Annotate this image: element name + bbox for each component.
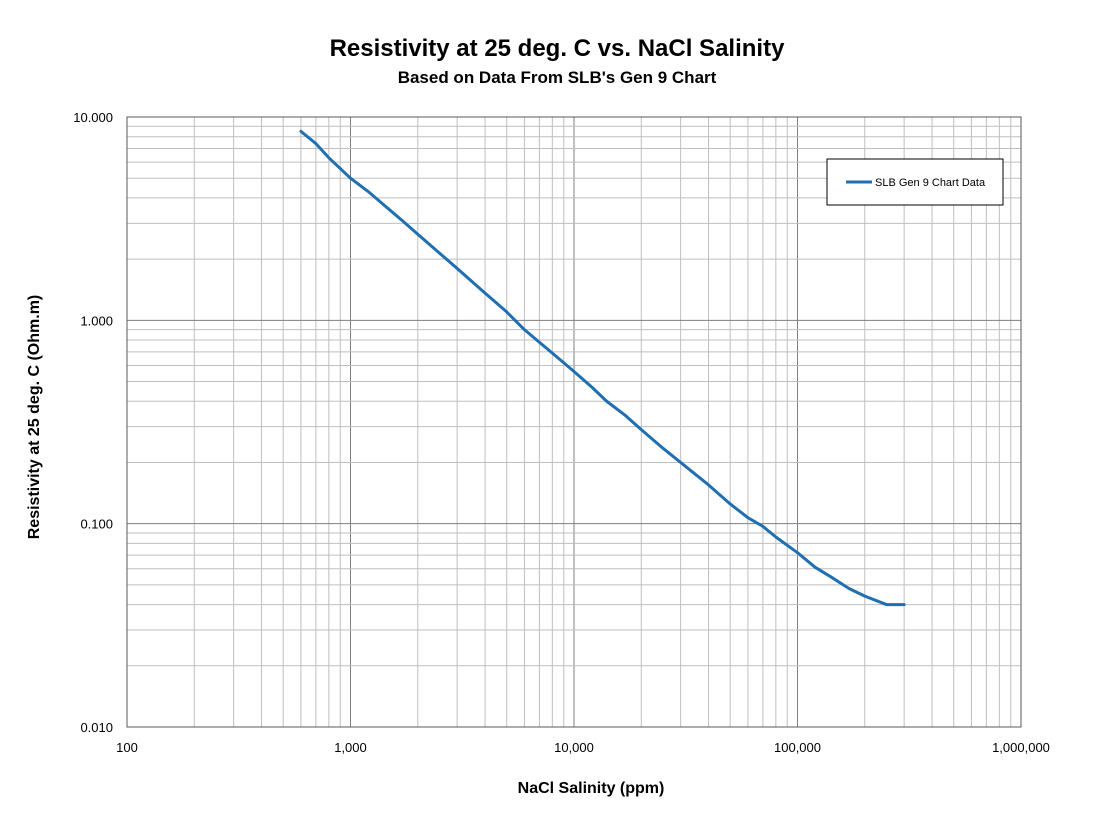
y-tick-label: 0.100	[80, 517, 113, 532]
x-axis-title: NaCl Salinity (ppm)	[518, 780, 665, 797]
series-line	[299, 129, 906, 607]
y-axis-title: Resistivity at 25 deg. C (Ohm.m)	[26, 295, 43, 540]
y-tick-label: 1.000	[80, 313, 113, 328]
chart-title: Resistivity at 25 deg. C vs. NaCl Salini…	[330, 35, 785, 62]
x-axis-ticks: 100 1,000 10,000 100,000 1,000,000	[116, 740, 1050, 755]
series-group	[299, 129, 906, 607]
plot-border	[126, 116, 1022, 728]
x-tick-label: 1,000,000	[992, 740, 1050, 755]
legend-label: SLB Gen 9 Chart Data	[875, 177, 986, 189]
x-tick-label: 100	[116, 740, 138, 755]
chart-subtitle: Based on Data From SLB's Gen 9 Chart	[398, 68, 717, 87]
grid	[127, 117, 1021, 727]
x-tick-label: 100,000	[774, 740, 821, 755]
y-axis-ticks: 0.010 0.100 1.000 10.000	[73, 110, 113, 735]
y-tick-label: 10.000	[73, 110, 113, 125]
legend: SLB Gen 9 Chart Data	[826, 158, 1004, 206]
x-tick-label: 1,000	[334, 740, 367, 755]
x-tick-label: 10,000	[554, 740, 594, 755]
y-tick-label: 0.010	[80, 720, 113, 735]
